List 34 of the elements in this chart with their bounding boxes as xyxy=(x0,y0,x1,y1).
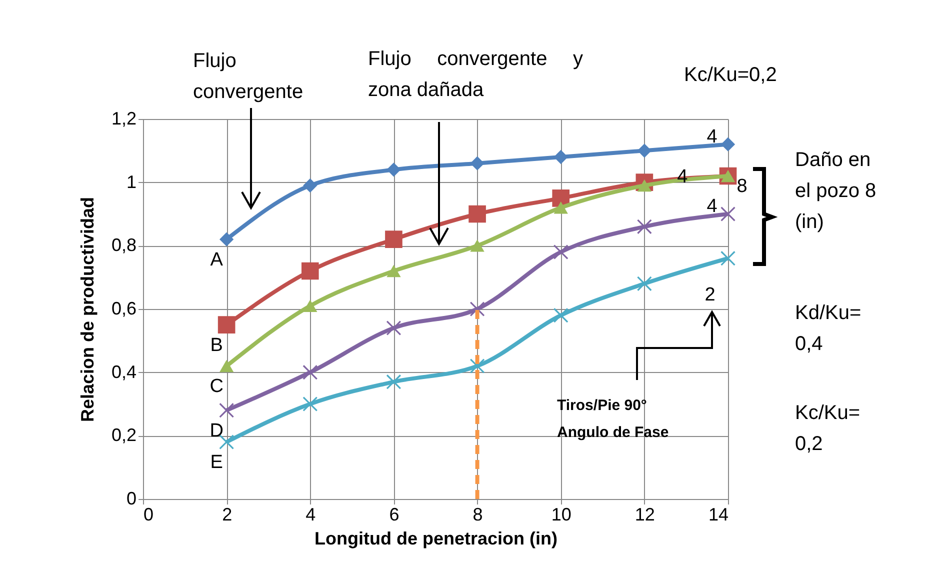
annotation: C xyxy=(210,376,224,397)
text: Kc/Ku= 0,2 xyxy=(795,401,862,457)
text: Daño en el pozo 8 (in) xyxy=(795,148,878,235)
annotation: 4 xyxy=(677,166,688,188)
y-tick-label: 0,4 xyxy=(111,362,136,382)
y-tick-label: 1,2 xyxy=(111,108,136,128)
text: Kc/Ku=0,2 xyxy=(684,63,778,88)
x-tick-label: 10 xyxy=(551,504,572,524)
y-tick-label: 0 xyxy=(126,488,136,508)
text: Kd/Ku= 0,4 xyxy=(795,301,862,357)
annotation: B xyxy=(210,334,223,356)
y-tick-label: 0,2 xyxy=(111,425,136,446)
annotation: E xyxy=(210,452,223,473)
x-tick-label: 8 xyxy=(472,504,483,524)
annotation: 4 xyxy=(706,196,718,217)
y-tick-label: 0,6 xyxy=(111,298,136,318)
annotation: 2 xyxy=(704,284,716,306)
x-tick-label: 2 xyxy=(222,504,232,524)
x-tick-label: 12 xyxy=(634,504,655,524)
x-tick-label: 6 xyxy=(389,504,400,524)
text: Flujo convergente xyxy=(193,49,304,105)
annotation: Tiros/Pie 90° Angulo de Fase xyxy=(557,396,670,443)
annotation: A xyxy=(210,249,224,270)
annotation: 4 xyxy=(706,126,718,148)
x-tick-label: 4 xyxy=(306,504,316,524)
annotation: 8 xyxy=(736,176,748,197)
annotation: D xyxy=(210,420,224,442)
x-axis-title: Longitud de penetracion (in) xyxy=(314,528,558,548)
text: Flujo convergente y zona dañada xyxy=(368,47,583,103)
x-tick-label: 0 xyxy=(144,504,154,524)
y-axis-title: Relacion de productividad xyxy=(77,196,98,422)
y-tick-label: 0,8 xyxy=(111,235,136,256)
y-tick-label: 1 xyxy=(126,172,136,192)
x-tick-label: 14 xyxy=(708,504,728,524)
